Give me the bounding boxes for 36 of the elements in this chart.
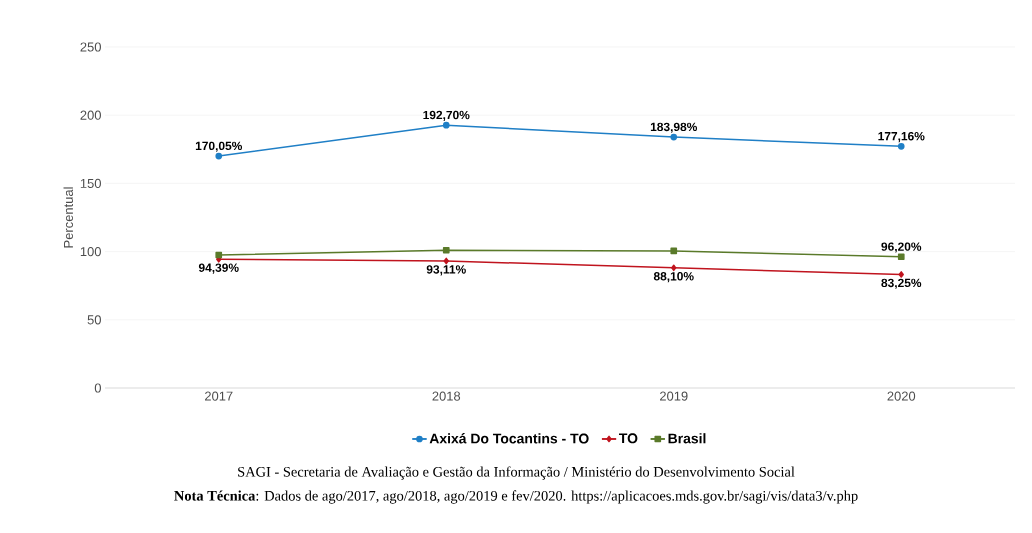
- point: [671, 264, 677, 272]
- point: [670, 133, 678, 141]
- y-tick-label: 0: [94, 383, 101, 393]
- y-tick-label: 150: [80, 178, 101, 188]
- data-label: 96,20%: [881, 242, 922, 253]
- y-axis-title: Percentual: [63, 187, 74, 248]
- data-label: 94,39%: [198, 263, 239, 274]
- point: [215, 152, 223, 160]
- x-tick-label: 2017: [205, 391, 233, 401]
- y-tick-label: 50: [87, 315, 101, 325]
- x-tick-label: 2019: [660, 391, 688, 401]
- x-tick-label: 2020: [887, 391, 916, 401]
- y-tick-label: 250: [80, 42, 101, 52]
- data-label: 88,10%: [653, 272, 694, 283]
- point: [897, 253, 905, 261]
- legend-label: Axixá Do Tocantins - TO: [429, 433, 589, 444]
- data-label: 93,11%: [426, 265, 466, 276]
- point: [898, 271, 904, 278]
- data-label: 177,16%: [878, 131, 925, 143]
- y-tick-label: 100: [80, 247, 101, 257]
- point: [442, 121, 450, 129]
- x-tick-label: 2018: [432, 391, 461, 401]
- text: Nota Técnica: Dados de ago/2017, ago/2018, ago/2019 e fev/2020. https://aplicacoes.mds.gov.br/sagi/vis/data3/v.php: [174, 490, 858, 504]
- y-tick-label: 200: [80, 110, 101, 120]
- point: [443, 257, 449, 265]
- point: [670, 247, 678, 255]
- data-label: 83,25%: [881, 278, 922, 289]
- point: [442, 246, 450, 254]
- legend-label: TO: [619, 433, 638, 444]
- data-label: 192,70%: [423, 110, 470, 121]
- data-label: 183,98%: [650, 122, 698, 133]
- text: SAGI - Secretaria de Avaliação e Gestão da Informação / Ministério do Desenvolvimento Social: [238, 466, 795, 480]
- data-label: 170,05%: [195, 141, 243, 152]
- point: [215, 251, 223, 259]
- point: [897, 143, 905, 150]
- legend-label: Brasil: [668, 433, 706, 444]
